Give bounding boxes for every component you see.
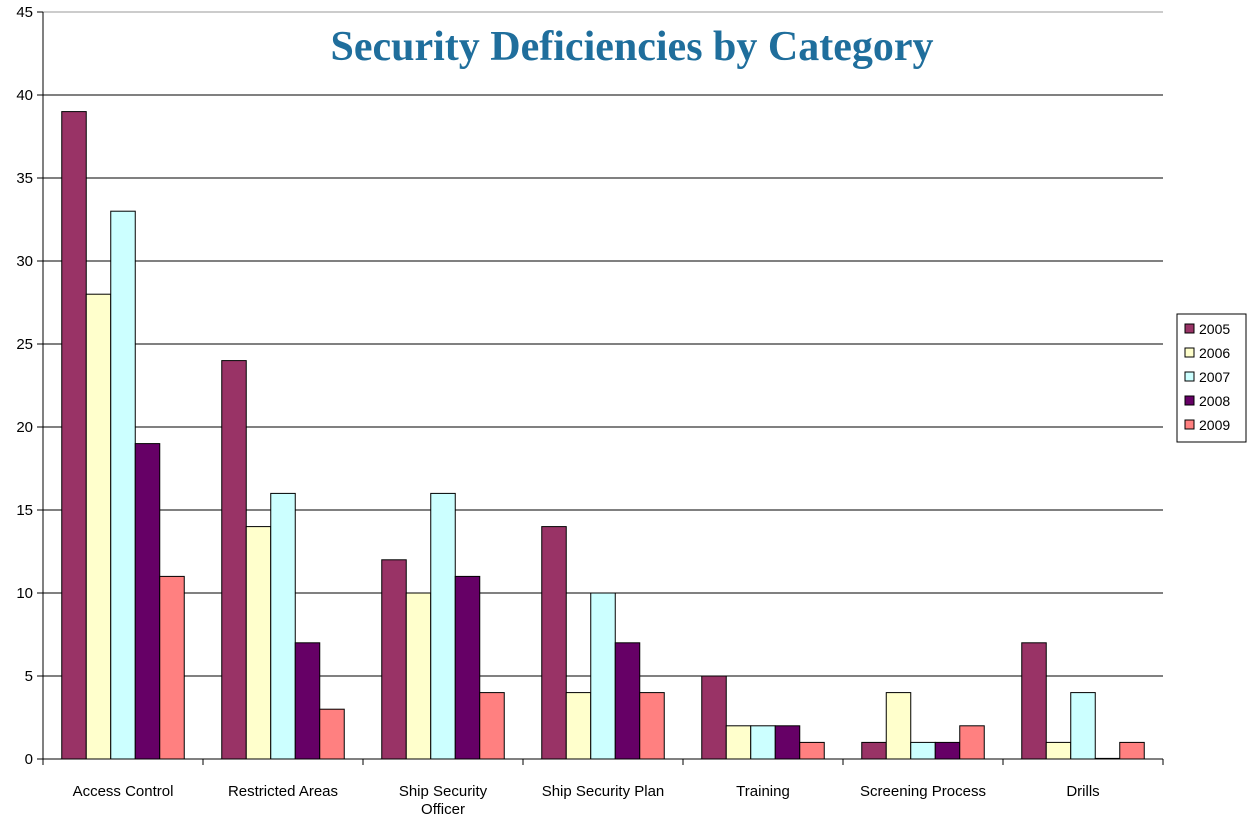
legend-swatch-2009 — [1184, 419, 1195, 430]
bar-2009-6 — [1119, 741, 1145, 760]
bar-2006-2 — [405, 592, 432, 760]
bar-2008-4 — [774, 725, 801, 760]
legend-label-2005: 2005 — [1199, 321, 1230, 337]
bar-2008-1 — [294, 642, 321, 760]
bar-2007-3 — [590, 592, 616, 760]
x-axis-category-labels: Access Control Restricted Areas Ship Secur… — [73, 783, 1100, 818]
y-tick-label: 15 — [16, 502, 33, 519]
legend-swatch-2008 — [1184, 395, 1195, 406]
bar-2006-6 — [1045, 741, 1072, 760]
bar-2005-0 — [61, 111, 87, 760]
bar-2005-2 — [381, 559, 407, 760]
bar-2005-3 — [541, 526, 567, 760]
y-tick-label: 45 — [16, 4, 33, 21]
legend-label-2006: 2006 — [1199, 345, 1230, 361]
bar-2007-2 — [430, 492, 456, 760]
y-tick-label: 35 — [16, 170, 33, 187]
y-axis-tick-labels: 0 5 10 15 20 25 30 35 40 45 — [16, 4, 33, 768]
y-tick-label: 20 — [16, 419, 33, 436]
bar-2009-0 — [159, 575, 185, 760]
category-label: Screening Process — [860, 783, 986, 800]
bar-2009-1 — [319, 708, 345, 760]
axes — [37, 11, 1164, 765]
bar-2005-6 — [1021, 642, 1047, 760]
bar-2005-5 — [861, 741, 887, 760]
category-label: Training — [736, 783, 790, 800]
bar-2008-2 — [454, 575, 481, 760]
bar-2009-4 — [799, 741, 825, 760]
category-label: Drills — [1066, 783, 1099, 800]
bar-2006-3 — [565, 692, 592, 760]
legend-swatch-2006 — [1184, 347, 1195, 358]
bar-2006-5 — [885, 692, 912, 760]
category-label: Ship Security Officer — [399, 783, 488, 818]
bar-2009-5 — [959, 725, 985, 760]
y-tick-label: 30 — [16, 253, 33, 270]
bar-2008-0 — [134, 443, 161, 760]
category-label: Ship Security Plan — [542, 783, 665, 800]
category-label: Access Control — [73, 783, 174, 800]
y-tick-label: 5 — [25, 668, 33, 685]
bar-2008-5 — [934, 741, 961, 760]
bar-2005-4 — [701, 675, 727, 760]
bar-2007-4 — [750, 725, 776, 760]
bar-2007-1 — [270, 492, 296, 760]
bar-2007-6 — [1070, 692, 1096, 760]
legend-swatch-2005 — [1184, 323, 1195, 334]
bar-2006-0 — [85, 293, 112, 760]
y-tick-label: 40 — [16, 87, 33, 104]
legend-label-2007: 2007 — [1199, 369, 1230, 385]
bar-2009-3 — [639, 692, 665, 760]
gridlines — [43, 11, 1163, 677]
bar-2007-0 — [110, 210, 136, 760]
category-label: Restricted Areas — [228, 783, 338, 800]
bar-2007-5 — [910, 741, 936, 760]
bar-2005-1 — [221, 360, 247, 760]
y-tick-label: 10 — [16, 585, 33, 602]
bar-2008-3 — [614, 642, 641, 760]
bars — [61, 111, 1145, 760]
legend-label-2009: 2009 — [1199, 417, 1230, 433]
legend-label-2008: 2008 — [1199, 393, 1230, 409]
chart-title: Security Deficiencies by Category — [331, 24, 934, 70]
bar-2006-1 — [245, 526, 272, 760]
bar-2006-4 — [725, 725, 752, 760]
bar-2009-2 — [479, 692, 505, 760]
y-tick-label: 25 — [16, 336, 33, 353]
legend: 2005 2006 2007 2008 2009 — [1176, 313, 1247, 443]
y-tick-label: 0 — [25, 751, 33, 768]
legend-swatch-2007 — [1184, 371, 1195, 382]
